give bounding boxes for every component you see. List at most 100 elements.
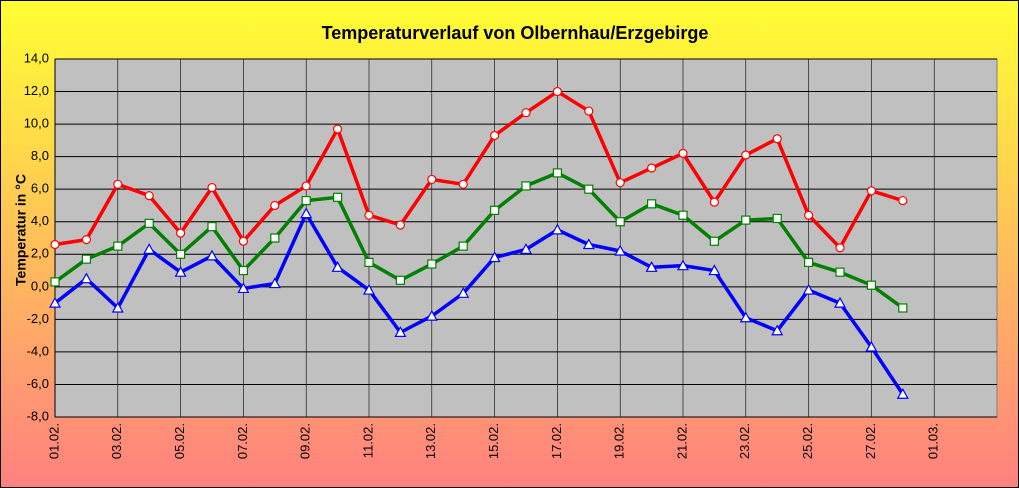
marker	[835, 267, 845, 277]
marker	[144, 218, 154, 228]
marker	[490, 205, 500, 215]
marker	[174, 265, 187, 277]
x-tick-label: 01.02.	[46, 423, 61, 459]
marker	[898, 303, 908, 313]
marker	[176, 249, 186, 259]
marker	[835, 243, 845, 253]
marker	[81, 235, 92, 245]
marker	[833, 296, 847, 308]
marker	[645, 261, 658, 272]
x-tick-label: 01.03.	[926, 423, 941, 459]
x-tick-label: 17.02.	[549, 423, 564, 459]
marker	[113, 179, 123, 189]
marker	[615, 217, 625, 227]
marker	[427, 259, 437, 269]
marker	[333, 192, 343, 202]
marker	[144, 191, 154, 201]
marker	[803, 257, 814, 268]
y-tick-label: -2,0	[27, 311, 49, 326]
marker	[646, 163, 657, 173]
x-tick-label: 03.02.	[109, 423, 124, 459]
marker	[741, 215, 751, 225]
marker	[896, 387, 909, 399]
marker	[582, 238, 595, 250]
marker	[364, 210, 374, 220]
y-tick-label: 0,0	[31, 278, 49, 293]
marker	[143, 243, 156, 254]
marker	[207, 222, 217, 232]
marker	[301, 195, 311, 206]
marker	[362, 283, 376, 295]
marker	[521, 108, 531, 118]
marker	[584, 106, 594, 116]
marker	[457, 287, 470, 298]
marker	[802, 283, 815, 295]
marker	[458, 241, 468, 251]
marker	[205, 249, 219, 261]
marker	[364, 257, 374, 268]
marker	[772, 213, 782, 224]
marker	[81, 254, 92, 264]
marker	[458, 179, 468, 189]
chart-title: Temperaturverlauf von Olbernhau/Erzgebir…	[322, 23, 709, 43]
marker	[270, 233, 280, 243]
marker	[709, 236, 720, 246]
marker	[739, 311, 752, 323]
marker	[552, 86, 563, 97]
marker	[646, 199, 657, 209]
marker	[395, 220, 405, 230]
marker	[238, 236, 248, 246]
marker	[268, 277, 281, 289]
x-tick-label: 11.02.	[360, 423, 375, 458]
y-tick-label: 12,0	[24, 83, 49, 98]
marker	[111, 301, 124, 313]
marker	[678, 148, 688, 158]
marker	[488, 251, 501, 263]
marker	[301, 181, 311, 191]
y-tick-label: 14,0	[24, 50, 49, 65]
marker	[333, 124, 343, 134]
marker	[176, 228, 186, 238]
marker	[708, 264, 721, 276]
marker	[614, 244, 627, 256]
y-tick-label: -6,0	[27, 376, 49, 391]
plot-area	[54, 58, 998, 418]
x-tick-label: 21.02.	[674, 423, 689, 459]
marker	[709, 197, 720, 207]
marker	[741, 150, 751, 160]
marker	[584, 184, 594, 194]
marker	[331, 261, 344, 272]
marker	[866, 280, 877, 290]
marker	[425, 309, 438, 321]
marker	[678, 210, 688, 220]
marker	[898, 195, 908, 206]
marker	[865, 340, 878, 352]
marker	[490, 130, 500, 141]
marker	[238, 265, 248, 276]
marker	[552, 168, 563, 178]
y-tick-label: -8,0	[27, 408, 49, 423]
marker	[113, 241, 123, 251]
marker	[521, 181, 531, 191]
marker	[48, 296, 62, 308]
x-tick-label: 19.02.	[612, 423, 627, 459]
marker	[395, 275, 405, 285]
x-tick-label: 15.02.	[486, 423, 501, 459]
marker	[551, 223, 564, 235]
y-tick-label: 2,0	[31, 246, 49, 261]
marker	[207, 182, 217, 193]
marker	[270, 200, 280, 211]
series-line	[54, 89, 904, 250]
marker	[771, 324, 784, 336]
marker	[519, 243, 533, 254]
y-tick-label: -4,0	[27, 343, 49, 358]
series-line	[53, 171, 904, 310]
y-tick-label: 4,0	[31, 213, 49, 228]
marker	[50, 239, 60, 250]
marker	[427, 174, 437, 185]
marker	[237, 282, 250, 294]
x-tick-label: 13.02.	[423, 423, 438, 459]
marker	[615, 178, 625, 188]
series-line	[53, 211, 905, 396]
